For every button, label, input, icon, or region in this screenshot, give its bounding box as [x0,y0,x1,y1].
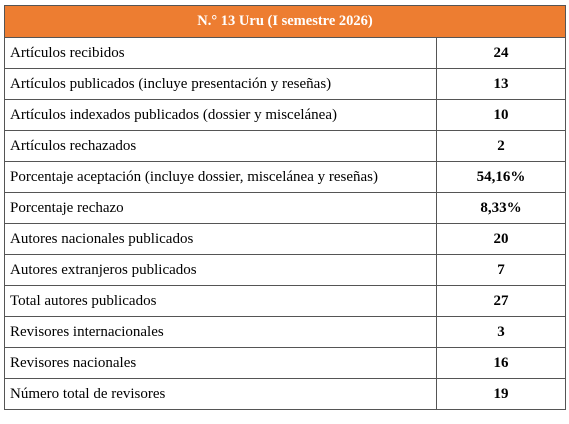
row-label: Revisores internacionales [4,316,437,348]
row-label: Artículos indexados publicados (dossier … [4,99,437,131]
stats-table: N.° 13 Uru (I semestre 2026) Artículos r… [4,5,566,410]
table-body: Artículos recibidos 24 Artículos publicado… [4,37,566,410]
table-row: Número total de revisores 19 [4,378,566,410]
row-value: 24 [436,37,566,69]
row-label: Autores nacionales publicados [4,223,437,255]
row-label: Artículos recibidos [4,37,437,69]
table-row: Artículos indexados publicados (dossier … [4,99,566,131]
table-row: Total autores publicados 27 [4,285,566,317]
table-row: Autores extranjeros publicados 7 [4,254,566,286]
row-value: 10 [436,99,566,131]
row-value: 27 [436,285,566,317]
row-label: Total autores publicados [4,285,437,317]
table-row: Porcentaje rechazo 8,33% [4,192,566,224]
table-row: Artículos recibidos 24 [4,37,566,69]
row-label: Artículos publicados (incluye presentaci… [4,68,437,100]
row-value: 54,16% [436,161,566,193]
row-label: Artículos rechazados [4,130,437,162]
row-value: 13 [436,68,566,100]
row-value: 19 [436,378,566,410]
row-label: Revisores nacionales [4,347,437,379]
table-row: Revisores internacionales 3 [4,316,566,348]
row-value: 20 [436,223,566,255]
row-label: Número total de revisores [4,378,437,410]
table-row: Porcentaje aceptación (incluye dossier, … [4,161,566,193]
row-value: 16 [436,347,566,379]
table-row: Revisores nacionales 16 [4,347,566,379]
table-row: Artículos publicados (incluye presentaci… [4,68,566,100]
table-title: N.° 13 Uru (I semestre 2026) [4,5,566,38]
row-label: Porcentaje rechazo [4,192,437,224]
row-value: 7 [436,254,566,286]
row-label: Autores extranjeros publicados [4,254,437,286]
header-row: N.° 13 Uru (I semestre 2026) [4,5,566,38]
row-value: 8,33% [436,192,566,224]
table-row: Autores nacionales publicados 20 [4,223,566,255]
row-value: 2 [436,130,566,162]
row-label: Porcentaje aceptación (incluye dossier, … [4,161,437,193]
row-value: 3 [436,316,566,348]
table-row: Artículos rechazados 2 [4,130,566,162]
